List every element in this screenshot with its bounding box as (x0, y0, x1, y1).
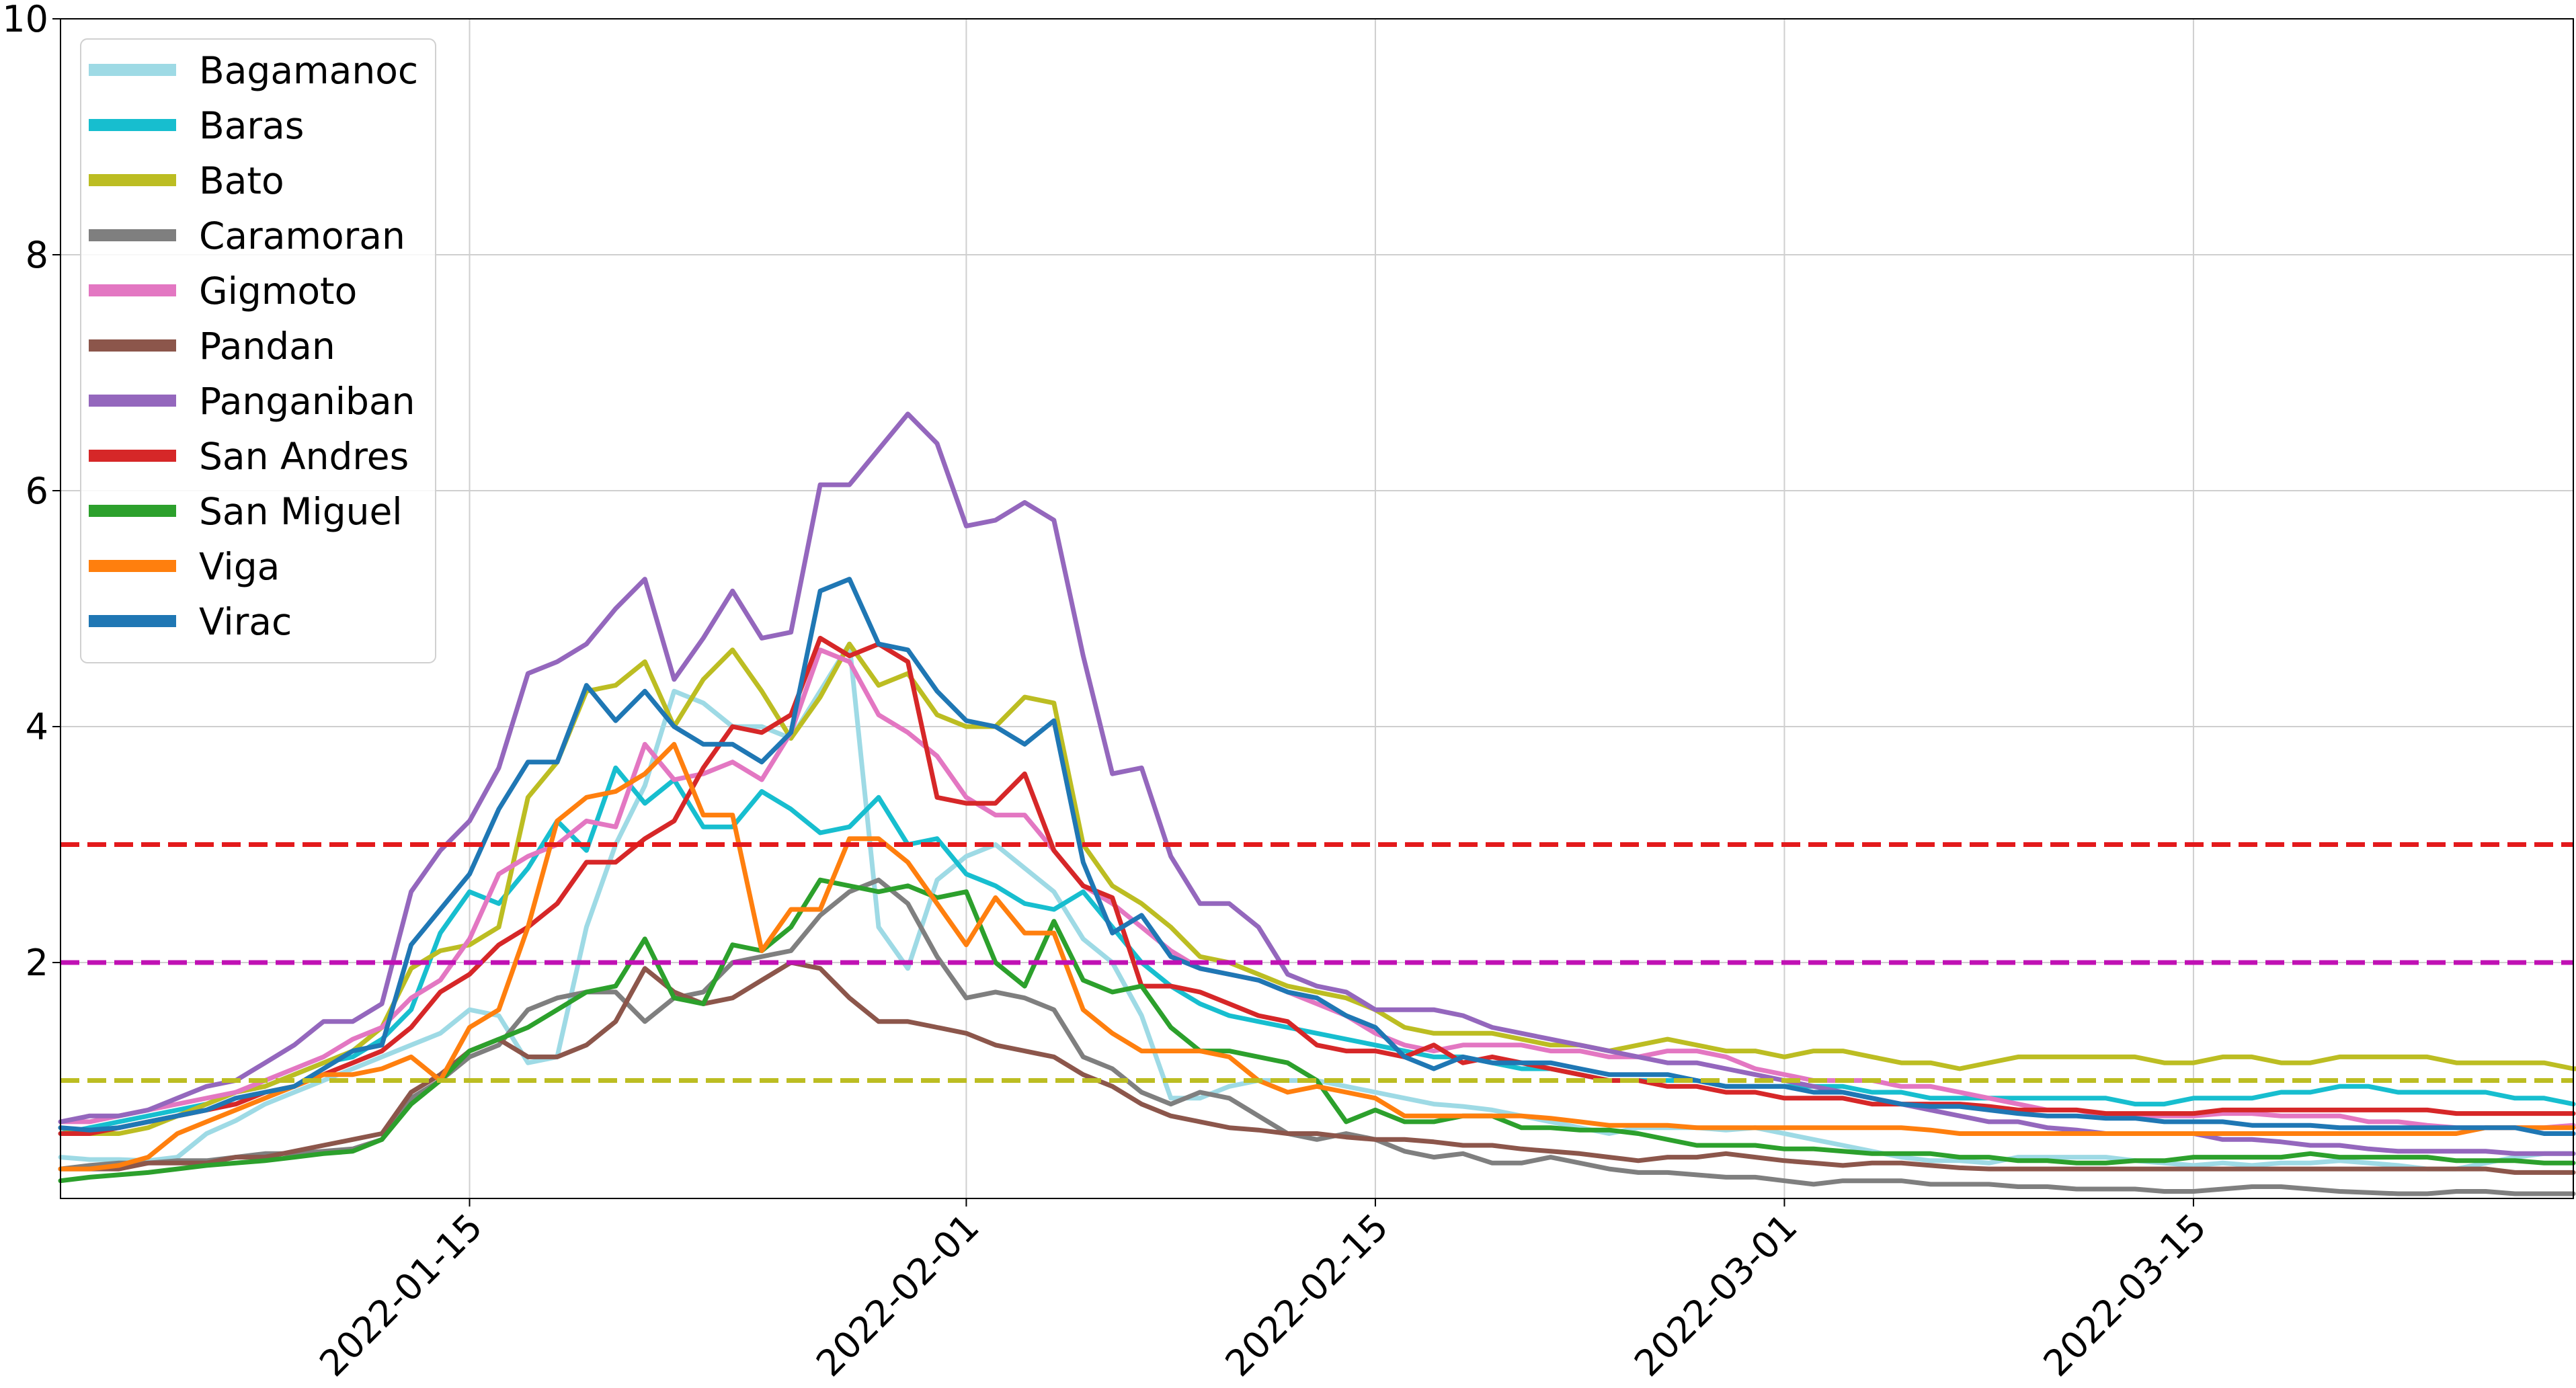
y-tick-label: 4 (26, 706, 48, 748)
series-line-san-miguel (58, 877, 2576, 1184)
legend-label-baras: Baras (199, 104, 304, 147)
y-tick-label: 10 (2, 0, 48, 40)
y-tick-label: 6 (26, 470, 48, 512)
legend-label-san-andres: San Andres (199, 435, 409, 478)
series-line-caramoran (58, 877, 2576, 1196)
legend-label-virac: Virac (199, 600, 292, 643)
series-line-virac (58, 577, 2576, 1136)
legend-label-caramoran: Caramoran (199, 214, 405, 257)
plot-frame (60, 18, 2574, 1199)
series-line-baras (58, 765, 2576, 1136)
legend[interactable]: Bagamanoc Baras Bato Caramoran Gigmoto Pandan… (80, 38, 436, 663)
reference-lines (61, 842, 2573, 1083)
series-line-viga (58, 741, 2576, 1172)
legend-label-gigmoto: Gigmoto (199, 270, 357, 313)
y-tick-label: 8 (26, 234, 48, 276)
legend-label-bato: Bato (199, 159, 284, 202)
y-tick-label: 2 (26, 942, 48, 984)
series-line-gigmoto (58, 647, 2576, 1131)
legend-label-pandan: Pandan (199, 325, 335, 368)
series-line-bato (58, 641, 2576, 1136)
legend-label-panganiban: Panganiban (199, 380, 415, 423)
y-axis: 2 4 6 8 10 (2, 0, 61, 984)
legend-label-bagamanoc: Bagamanoc (199, 49, 418, 92)
legend-label-viga: Viga (199, 545, 280, 588)
legend-label-san-miguel: San Miguel (199, 490, 403, 533)
